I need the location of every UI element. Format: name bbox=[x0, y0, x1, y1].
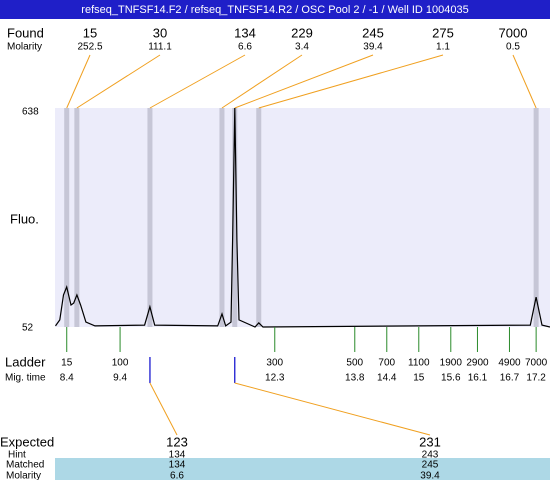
hint-size: 243 bbox=[422, 450, 439, 461]
found-size: 15 bbox=[83, 25, 97, 40]
found-molarity: 111.1 bbox=[148, 42, 172, 53]
ladder-size: 700 bbox=[378, 358, 395, 369]
ladder-size: 100 bbox=[112, 358, 129, 369]
matched-size: 245 bbox=[422, 460, 439, 471]
peak-band bbox=[232, 108, 238, 327]
ladder-size: 15 bbox=[61, 358, 73, 369]
peak-band bbox=[147, 108, 153, 327]
found-molarity: 0.5 bbox=[506, 42, 520, 53]
ladder-label: Ladder bbox=[5, 354, 46, 369]
ladder-mig-time: 9.4 bbox=[113, 373, 127, 384]
ladder-mig-time: 17.2 bbox=[526, 373, 546, 384]
peak-band bbox=[74, 108, 80, 327]
title-bar bbox=[0, 0, 550, 19]
ladder-mig-time: 15 bbox=[413, 373, 425, 384]
expected-size: 123 bbox=[166, 434, 188, 449]
found-size: 134 bbox=[234, 25, 256, 40]
plot-area bbox=[55, 108, 550, 327]
expected-molarity-label: Molarity bbox=[6, 471, 41, 480]
matched-label: Matched bbox=[6, 460, 44, 471]
hint-size: 134 bbox=[169, 450, 186, 461]
ladder-size: 4900 bbox=[498, 358, 521, 369]
ladder-mig-time: 15.6 bbox=[441, 373, 461, 384]
title: refseq_TNFSF14.F2 / refseq_TNFSF14.R2 / … bbox=[81, 4, 468, 16]
expected-size: 231 bbox=[419, 434, 441, 449]
ladder-size: 300 bbox=[266, 358, 283, 369]
mig-time-label: Mig. time bbox=[5, 373, 46, 384]
found-molarity-label: Molarity bbox=[7, 42, 42, 53]
hint-label: Hint bbox=[8, 450, 26, 461]
found-size: 229 bbox=[291, 25, 313, 40]
leader-line bbox=[221, 54, 303, 109]
matched-molarity: 39.4 bbox=[420, 471, 440, 480]
fluo-label: Fluo. bbox=[10, 211, 39, 226]
matched-molarity: 6.6 bbox=[170, 471, 184, 480]
peak-band bbox=[64, 108, 70, 327]
ladder-mig-time: 16.1 bbox=[468, 373, 488, 384]
expected-leader bbox=[234, 382, 431, 436]
ladder-size: 7000 bbox=[525, 358, 548, 369]
ladder-size: 1100 bbox=[408, 358, 430, 369]
ladder-mig-time: 14.4 bbox=[377, 373, 397, 384]
expected-label: Expected bbox=[0, 434, 54, 449]
ladder-mig-time: 8.4 bbox=[60, 373, 74, 384]
peak-band bbox=[533, 108, 539, 327]
found-molarity: 3.4 bbox=[295, 42, 309, 53]
expected-leader bbox=[149, 382, 178, 436]
found-size: 275 bbox=[432, 25, 454, 40]
found-molarity: 6.6 bbox=[238, 42, 252, 53]
ladder-mig-time: 12.3 bbox=[265, 373, 285, 384]
leader-line bbox=[512, 54, 537, 109]
found-molarity: 1.1 bbox=[436, 42, 450, 53]
found-size: 30 bbox=[153, 25, 167, 40]
found-size: 7000 bbox=[499, 25, 528, 40]
found-size: 245 bbox=[362, 25, 384, 40]
leader-line bbox=[234, 54, 374, 109]
leader-line bbox=[149, 54, 246, 109]
trace bbox=[55, 107, 550, 328]
peak-band bbox=[219, 108, 225, 327]
leader-line bbox=[258, 54, 444, 109]
matched-rows bbox=[55, 458, 550, 480]
y-tick-label: 638 bbox=[22, 107, 39, 118]
leader-line bbox=[66, 54, 91, 109]
y-tick-label: 52 bbox=[22, 323, 34, 334]
ladder-mig-time: 13.8 bbox=[345, 373, 365, 384]
leader-line bbox=[76, 54, 161, 109]
ladder-mig-time: 16.7 bbox=[500, 373, 520, 384]
found-molarity: 252.5 bbox=[77, 42, 102, 53]
ladder-size: 500 bbox=[346, 358, 363, 369]
found-label: Found bbox=[7, 25, 44, 40]
ladder-size: 1900 bbox=[440, 358, 463, 369]
ladder-size: 2900 bbox=[466, 358, 489, 369]
peak-band bbox=[256, 108, 262, 327]
matched-size: 134 bbox=[169, 460, 186, 471]
found-molarity: 39.4 bbox=[363, 42, 383, 53]
